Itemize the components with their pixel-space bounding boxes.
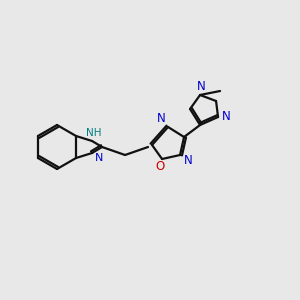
Text: NH: NH: [86, 128, 102, 138]
Text: N: N: [222, 110, 230, 122]
Text: O: O: [155, 160, 165, 172]
Text: N: N: [184, 154, 192, 166]
Text: N: N: [95, 153, 103, 163]
Text: N: N: [157, 112, 165, 125]
Text: N: N: [197, 80, 206, 92]
